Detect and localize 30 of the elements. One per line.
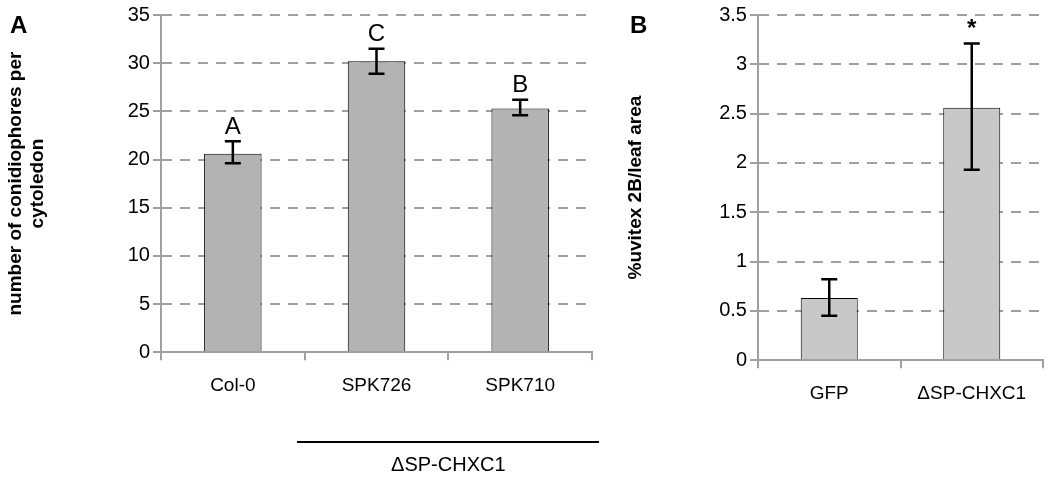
y-tick-label: 2 xyxy=(735,150,747,173)
annotation: * xyxy=(967,14,978,42)
y-tick-label: 30 xyxy=(127,50,150,73)
y-tick-label: 0.5 xyxy=(719,298,747,321)
y-tick-label: 0 xyxy=(735,347,747,370)
y-tick-label: 1 xyxy=(735,249,747,272)
x-tick-label: SPK726 xyxy=(341,373,412,395)
y-tick-label: 15 xyxy=(127,195,150,218)
x-tick-label: GFP xyxy=(809,381,849,403)
x-tick-label: Col-0 xyxy=(210,373,256,395)
text: B xyxy=(630,10,648,38)
y-tick-label: 2.5 xyxy=(719,101,747,124)
y-tick-label: 3 xyxy=(735,51,747,74)
y-axis-title: %uvitex 2B/leaf area xyxy=(623,95,645,280)
annotation: A xyxy=(224,111,241,139)
y-tick-label: 0 xyxy=(138,339,150,362)
x-tick-label: SPK710 xyxy=(485,373,556,395)
y-tick-label: 10 xyxy=(127,243,150,266)
y-tick-label: 20 xyxy=(127,147,150,170)
y-tick-label: 25 xyxy=(127,98,150,121)
text: A xyxy=(10,10,28,38)
x-tick-label: ΔSP-CHXC1 xyxy=(917,381,1027,403)
annotation: C xyxy=(367,19,386,47)
y-tick-label: 35 xyxy=(127,2,150,25)
y-axis-title: number of conidiophores per cytoledon xyxy=(3,51,48,316)
text: ΔSP-CHXC1 xyxy=(391,452,506,475)
y-tick-label: 5 xyxy=(138,291,150,314)
y-tick-label: 1.5 xyxy=(719,199,747,222)
annotation: B xyxy=(512,70,529,98)
y-tick-label: 3.5 xyxy=(719,2,747,25)
